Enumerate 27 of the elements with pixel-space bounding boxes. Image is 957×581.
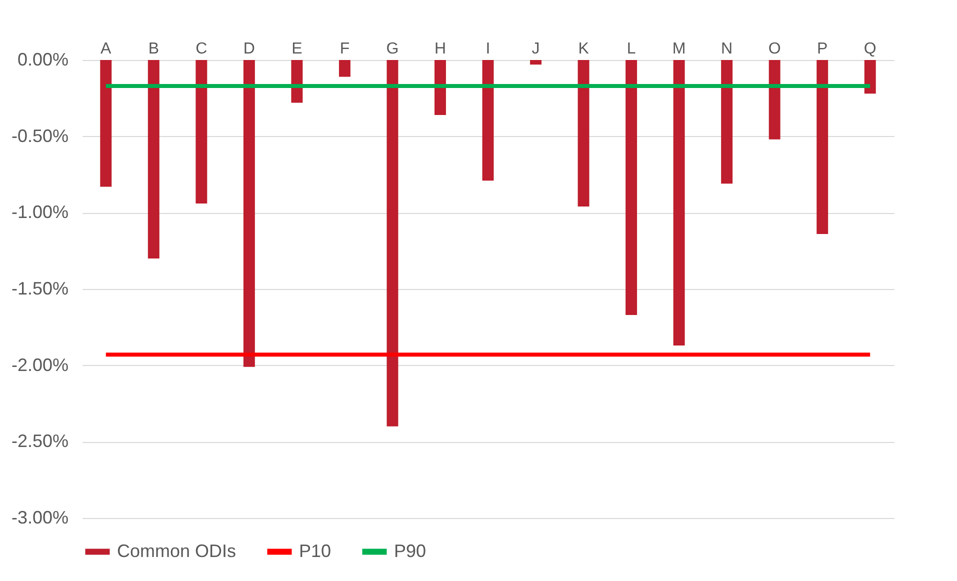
y-tick-label: -2.50% (11, 431, 68, 452)
x-tick-label: L (626, 40, 636, 58)
x-tick-label: P (817, 40, 828, 58)
x-tick-label: Q (864, 40, 876, 58)
y-tick-label: 0.00% (17, 50, 68, 70)
x-tick-label: A (100, 40, 112, 58)
x-tick-label: M (672, 40, 686, 58)
x-tick-label: B (148, 40, 159, 58)
x-tick-label: E (292, 40, 302, 58)
y-tick-label: -3.00% (11, 508, 68, 528)
x-tick-label: J (532, 40, 540, 58)
legend-label: Common ODIs (117, 540, 236, 561)
y-tick-label: -1.50% (11, 278, 68, 298)
x-tick-label: K (578, 40, 590, 58)
x-tick-label: O (768, 40, 781, 58)
legend-label: P10 (299, 540, 332, 561)
y-tick-label: -0.50% (11, 126, 68, 146)
x-tick-label: F (340, 40, 350, 58)
x-tick-label: G (386, 40, 399, 58)
x-tick-label: D (243, 40, 255, 58)
x-tick-label: N (721, 40, 733, 58)
x-tick-label: H (434, 40, 446, 58)
y-tick-label: -2.00% (11, 354, 68, 375)
legend-label: P90 (394, 540, 426, 561)
y-tick-label: -1.00% (11, 202, 68, 222)
x-tick-label: C (196, 40, 208, 58)
x-tick-label: I (486, 40, 490, 58)
